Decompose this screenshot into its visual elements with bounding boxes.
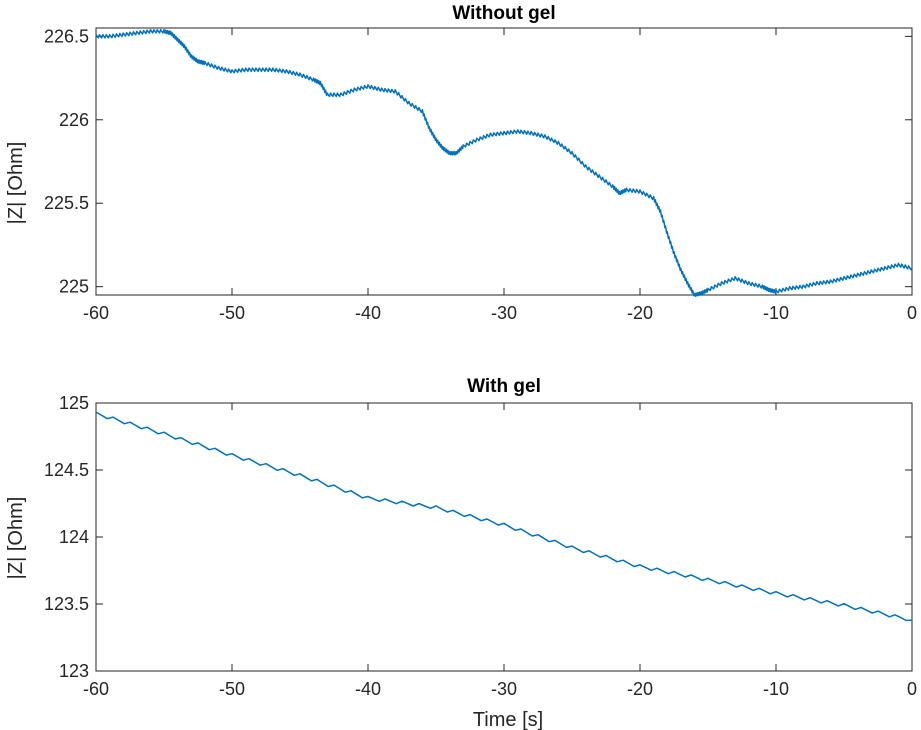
x-tick-label: -10 [763,303,789,323]
x-tick-label: -10 [763,679,789,699]
y-tick-label: 124.5 [44,460,89,480]
x-tick-label: -20 [627,679,653,699]
x-tick-label: -40 [355,679,381,699]
chart-with-gel: With gel |Z| [Ohm] Time [s] -60 -50 -40 -30… [5,376,917,730]
y-axis-label: |Z| [Ohm] [5,497,27,580]
x-tick-label: -60 [83,303,109,323]
x-tick-label: -50 [219,303,245,323]
x-tick-label: 0 [907,679,917,699]
y-axis-label: |Z| [Ohm] [5,142,27,225]
x-tick-label: -40 [355,303,381,323]
y-tick-label: 225.5 [44,193,89,213]
series-line [95,28,913,298]
y-tick-label: 124 [59,527,89,547]
chart-title: Without gel [452,3,555,24]
x-axis-label: Time [s] [473,709,543,730]
y-tick-label: 123.5 [44,594,89,614]
series-line [95,411,913,622]
y-tick-label: 123 [59,661,89,681]
plot-area [95,27,913,296]
x-tick-label: -20 [627,303,653,323]
y-tick-label: 125 [59,393,89,413]
x-tick-label: 0 [907,303,917,323]
x-tick-label: -60 [83,679,109,699]
x-tick-label: -50 [219,679,245,699]
chart-title: With gel [467,376,541,397]
x-tick-label: -30 [491,679,517,699]
chart-without-gel: Without gel |Z| [Ohm] -60 -50 -40 -30 -20 -10… [5,3,917,323]
y-tick-label: 226 [59,110,89,130]
y-tick-label: 226.5 [44,26,89,46]
plot-area [95,402,913,672]
y-tick-label: 225 [59,277,89,297]
x-tick-label: -30 [491,303,517,323]
